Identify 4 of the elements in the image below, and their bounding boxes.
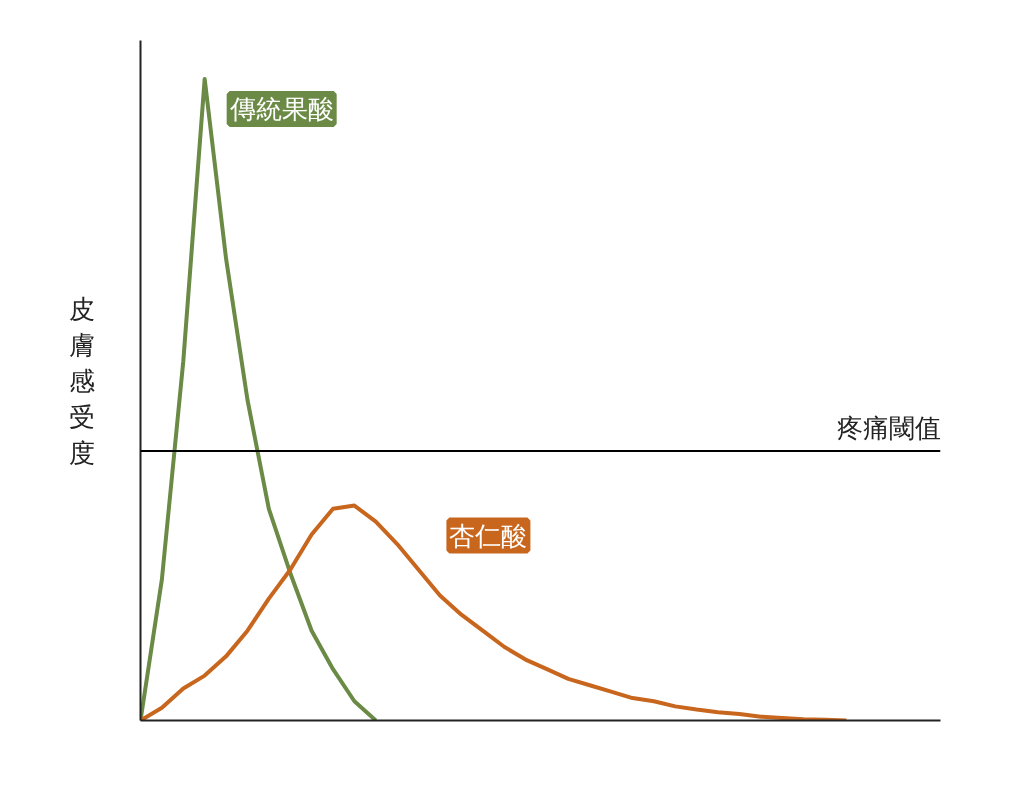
y-axis-title: 皮膚感受度 bbox=[68, 293, 95, 468]
series-label: 杏仁酸 bbox=[449, 520, 528, 551]
series-label: 傳統果酸 bbox=[228, 93, 334, 124]
ref-line-label: 疼痛閾值 bbox=[836, 413, 941, 444]
